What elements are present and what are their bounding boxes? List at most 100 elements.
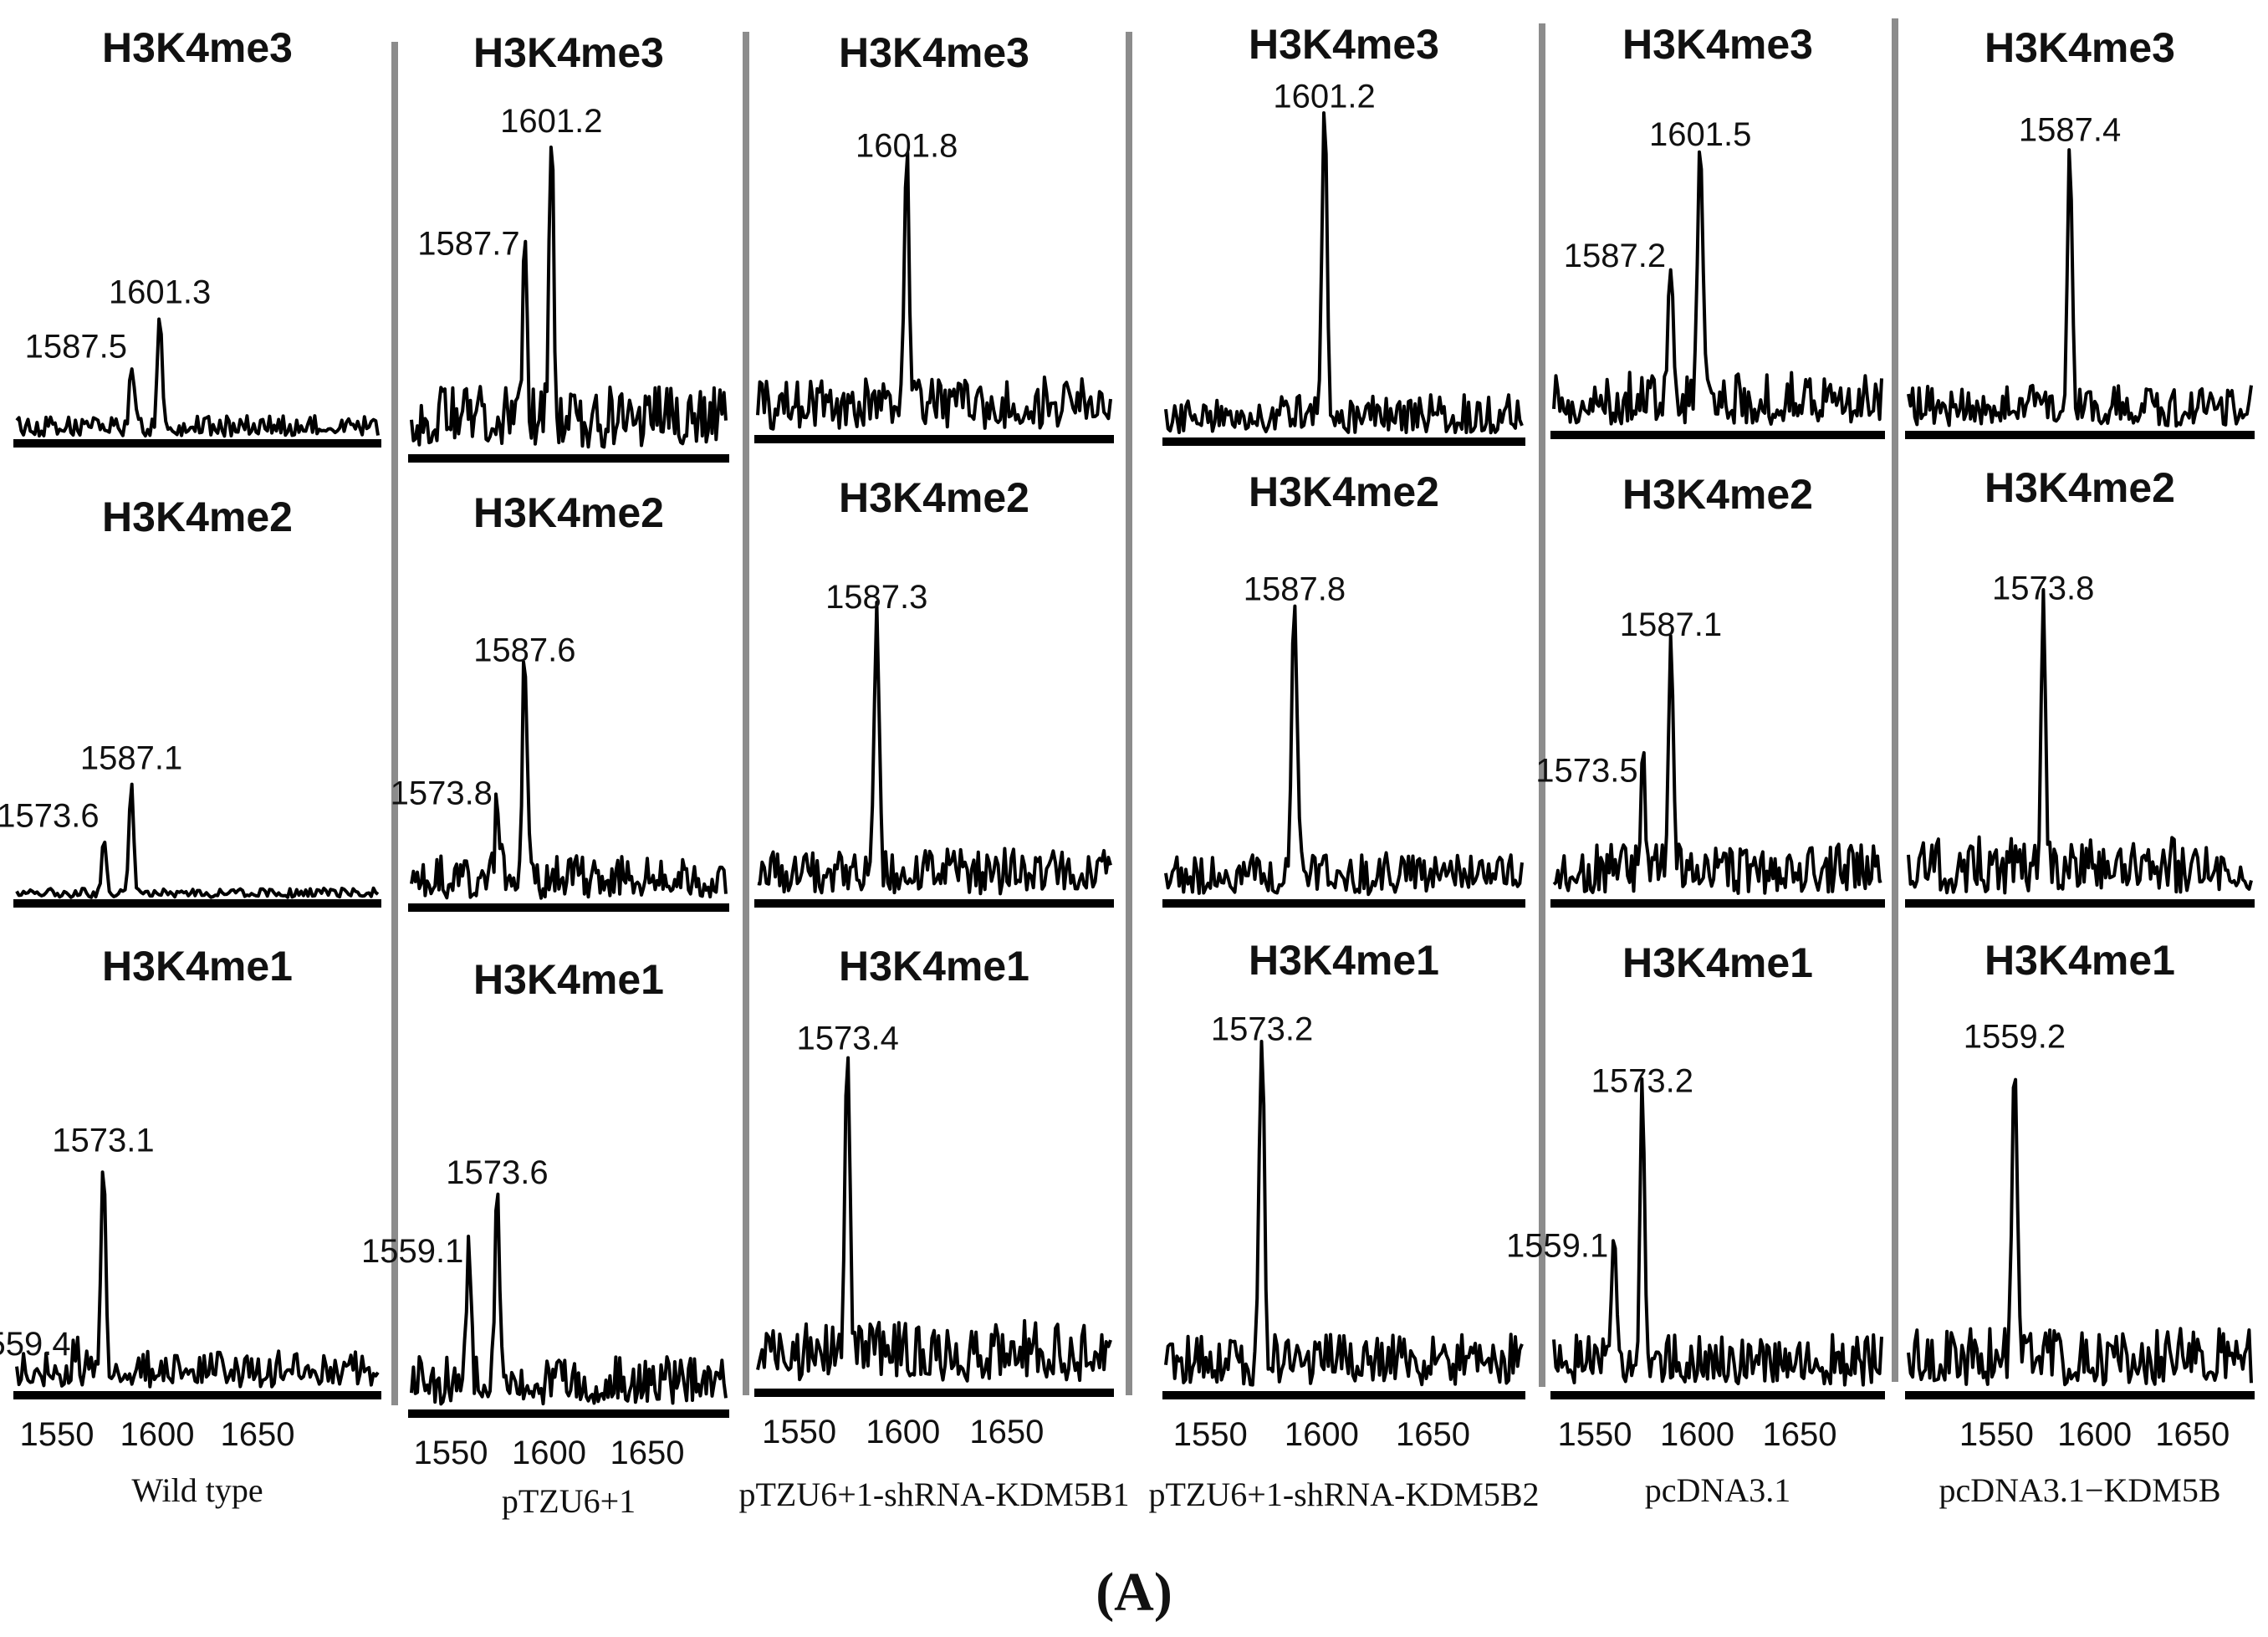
spectrum-trace — [1164, 604, 1524, 897]
spectrum-trace — [757, 601, 1112, 896]
spectrum-panel: H3K4me1 1559.1 1573.6 1550 1600 1650 — [361, 956, 729, 1471]
spectrum-panel: H3K4me3 1587.2 1601.5 — [1550, 21, 1885, 439]
peak-label: 1573.2 — [1591, 1062, 1693, 1099]
column-separator — [1126, 32, 1132, 1395]
spectrum-trace — [15, 317, 380, 438]
spectrum-panel: H3K4me3 1587.5 1601.3 — [13, 24, 381, 448]
panel-title: H3K4me2 — [1984, 464, 2175, 511]
peak-label: 1601.5 — [1649, 116, 1751, 153]
column-separator — [743, 32, 749, 1395]
spectrum-trace — [410, 1192, 728, 1406]
x-tick-label: 1550 — [762, 1414, 836, 1450]
group-label: Wild type — [131, 1471, 263, 1509]
x-tick-label: 1600 — [120, 1416, 195, 1453]
peak-label: 1573.2 — [1211, 1011, 1313, 1048]
peak-label: 1587.6 — [473, 632, 575, 668]
spectrum-trace — [1552, 150, 1883, 426]
spectrum-panel: H3K4me2 1587.3 — [754, 474, 1114, 908]
peak-label: 1559.2 — [1964, 1019, 2066, 1056]
spectrum-panel: H3K4me3 1587.4 — [1905, 24, 2255, 439]
peak-label: 1559.1 — [1506, 1228, 1608, 1265]
spectrum-panel: H3K4me3 1587.7 1601.2 — [408, 29, 729, 463]
spectrum-panel: H3K4me3 1601.8 — [754, 29, 1114, 443]
group-label: pTZU6+1-shRNA-KDM5B1 — [739, 1476, 1130, 1513]
panel-title: H3K4me1 — [473, 956, 664, 1003]
group-label: pTZU6+1 — [502, 1482, 636, 1520]
spectrum-trace — [1164, 1040, 1524, 1387]
panel-title: H3K4me1 — [839, 943, 1029, 990]
peak-label: 1559.1 — [361, 1233, 463, 1270]
panel-title: H3K4me2 — [1622, 471, 1813, 518]
x-tick-label: 1550 — [1959, 1416, 2034, 1453]
x-tick-label: 1550 — [1558, 1416, 1632, 1453]
spectrum-trace — [410, 660, 728, 900]
panel-title: H3K4me1 — [1249, 937, 1439, 984]
spectrum-panel: H3K4me2 1573.8 1587.6 — [391, 489, 729, 912]
spectrum-trace — [1164, 111, 1524, 435]
panel-title: H3K4me3 — [1984, 24, 2175, 71]
panel-title: H3K4me1 — [1622, 939, 1813, 986]
peak-label: 1573.8 — [1992, 570, 2094, 607]
spectrum-panel: H3K4me2 1573.8 — [1905, 464, 2255, 908]
spectrum-trace — [1907, 588, 2253, 895]
spectrum-trace — [1907, 148, 2253, 428]
panel-title: H3K4me2 — [102, 494, 293, 540]
peak-label: 1587.1 — [80, 739, 182, 776]
x-tick-label: 1550 — [1173, 1416, 1248, 1453]
peak-label: 1559.4 — [0, 1326, 71, 1363]
panel-title: H3K4me1 — [102, 943, 293, 990]
group-label: pcDNA3.1 — [1645, 1471, 1790, 1509]
peak-label: 1601.3 — [109, 274, 211, 311]
panel-title: H3K4me2 — [839, 474, 1029, 521]
x-tick-label: 1650 — [1396, 1416, 1470, 1453]
spectrum-trace — [15, 782, 380, 899]
panel-title: H3K4me3 — [1249, 21, 1439, 68]
column-separator — [1539, 23, 1545, 1387]
peak-label: 1587.8 — [1244, 570, 1346, 607]
spectrum-panel: H3K4me2 1573.6 1587.1 — [0, 494, 381, 908]
x-tick-label: 1550 — [414, 1435, 488, 1471]
spectrum-panel: H3K4me1 1559.4 1573.1 1550 1600 1650 — [0, 943, 381, 1453]
spectrum-panel: H3K4me1 1559.1 1573.2 1550 1600 1650 — [1506, 939, 1885, 1453]
spectrum-trace — [410, 146, 728, 449]
peak-label: 1587.7 — [417, 225, 519, 262]
peak-label: 1587.4 — [2019, 111, 2121, 148]
spectrum-trace — [15, 1170, 380, 1389]
x-tick-label: 1600 — [1660, 1416, 1734, 1453]
spectrum-panel: H3K4me2 1573.5 1587.1 — [1535, 471, 1885, 908]
peak-label: 1587.3 — [825, 579, 927, 616]
peak-label: 1587.2 — [1564, 238, 1666, 274]
x-tick-label: 1650 — [221, 1416, 295, 1453]
group-label: pcDNA3.1−KDM5B — [1939, 1471, 2221, 1509]
x-tick-label: 1650 — [969, 1414, 1044, 1450]
spectrum-trace — [756, 151, 1112, 431]
figure-label: (A) — [1096, 1562, 1172, 1623]
group-label: pTZU6+1-shRNA-KDM5B2 — [1149, 1476, 1540, 1513]
peak-label: 1587.1 — [1620, 606, 1722, 643]
x-tick-label: 1600 — [866, 1414, 940, 1450]
spectrum-panel: H3K4me1 1573.4 1550 1600 1650 — [754, 943, 1114, 1450]
x-tick-label: 1650 — [1763, 1416, 1837, 1453]
x-tick-label: 1600 — [1285, 1416, 1359, 1453]
peak-label: 1573.1 — [52, 1123, 154, 1159]
x-tick-label: 1650 — [610, 1435, 685, 1471]
spectrum-panel: H3K4me1 1573.2 1550 1600 1650 — [1162, 937, 1525, 1453]
panel-title: H3K4me2 — [1249, 468, 1439, 515]
spectrum-trace — [1552, 1077, 1883, 1387]
spectrum-panel: H3K4me3 1601.2 — [1162, 21, 1525, 446]
peak-label: 1601.2 — [500, 103, 602, 140]
spectrum-trace — [1552, 634, 1882, 895]
panel-title: H3K4me3 — [839, 29, 1029, 76]
column-separator — [391, 42, 398, 1405]
spectrum-trace — [1907, 1077, 2253, 1387]
peak-label: 1601.2 — [1273, 79, 1375, 115]
peak-label: 1573.5 — [1535, 752, 1637, 789]
spectrum-panel: H3K4me1 1559.2 1550 1600 1650 — [1905, 937, 2255, 1453]
spectrum-trace — [756, 1056, 1112, 1383]
column-separator — [1892, 18, 1898, 1382]
peak-label: 1573.4 — [797, 1020, 899, 1056]
panel-title: H3K4me1 — [1984, 937, 2175, 984]
peak-label: 1573.6 — [446, 1154, 548, 1191]
